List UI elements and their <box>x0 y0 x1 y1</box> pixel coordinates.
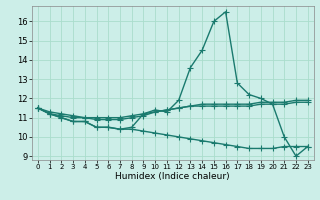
X-axis label: Humidex (Indice chaleur): Humidex (Indice chaleur) <box>116 172 230 181</box>
